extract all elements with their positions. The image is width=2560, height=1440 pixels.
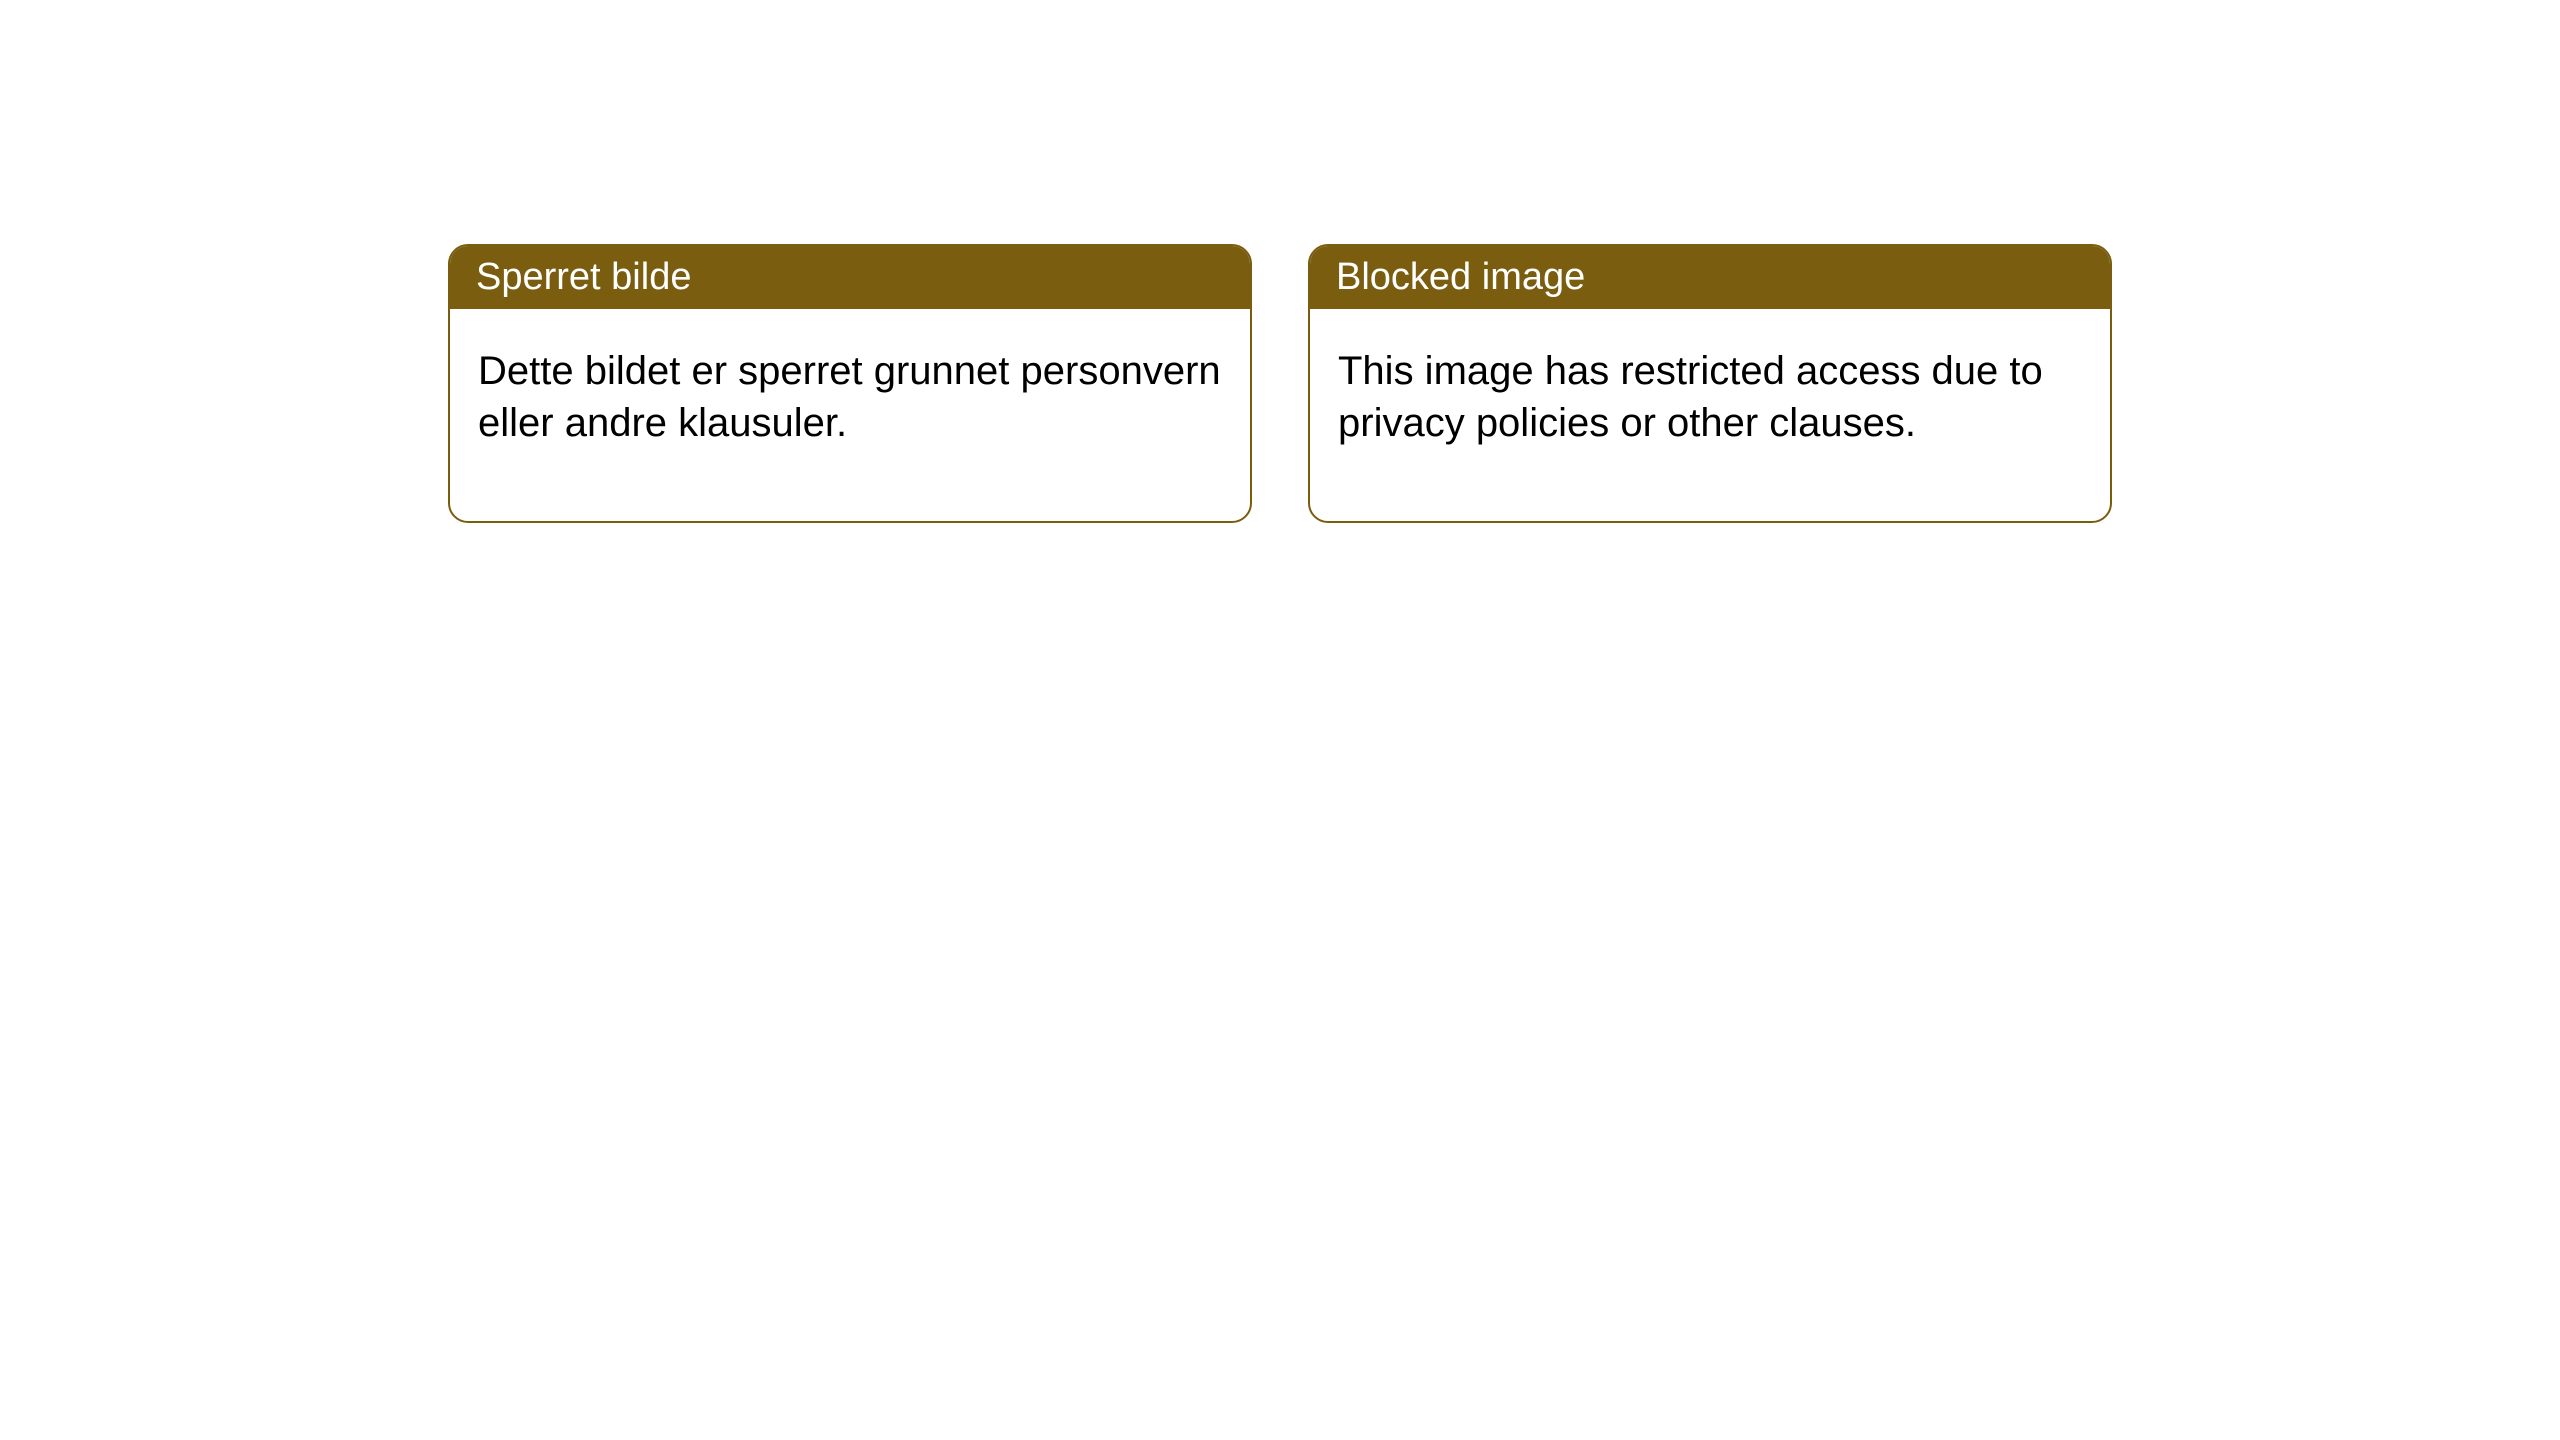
notice-card-norwegian: Sperret bilde Dette bildet er sperret gr…	[448, 244, 1252, 523]
notice-card-english: Blocked image This image has restricted …	[1308, 244, 2112, 523]
card-body: This image has restricted access due to …	[1310, 309, 2110, 521]
card-body: Dette bildet er sperret grunnet personve…	[450, 309, 1250, 521]
notice-container: Sperret bilde Dette bildet er sperret gr…	[0, 0, 2560, 523]
card-title: Blocked image	[1310, 246, 2110, 309]
card-title: Sperret bilde	[450, 246, 1250, 309]
